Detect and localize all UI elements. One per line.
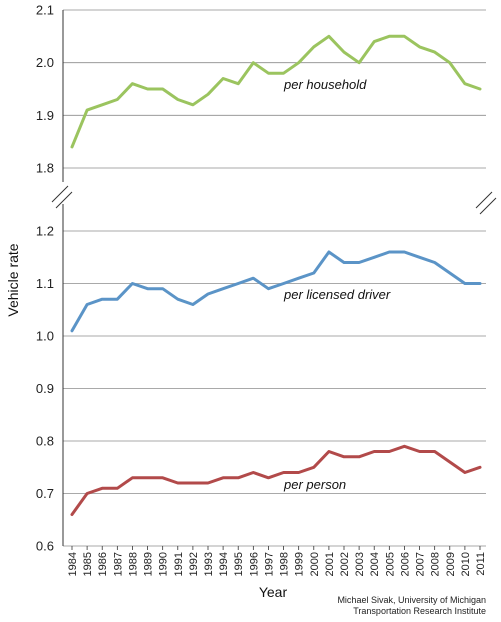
x-tick-label: 1986 (97, 552, 109, 576)
x-tick-label: 2003 (354, 552, 366, 576)
x-axis-title: Year (259, 584, 288, 600)
x-tick-label: 2009 (445, 552, 457, 576)
x-tick-label: 1989 (143, 552, 155, 576)
x-tick-label: 2007 (415, 552, 427, 576)
x-tick-label: 2005 (384, 552, 396, 576)
series-line-1 (70, 34, 482, 149)
x-tick-label: 1996 (248, 552, 260, 576)
lower-y-tick-label: 0.8 (36, 434, 54, 449)
x-tick-label: 1990 (158, 552, 170, 576)
axis-break-mark-right-1 (475, 191, 493, 209)
credit-line-1: Michael Sivak, University of Michigan (337, 595, 486, 605)
x-tick-label: 2002 (339, 552, 351, 576)
series-lines (70, 34, 482, 516)
credit-line-2: Transportation Research Institute (353, 606, 486, 616)
x-tick-label: 2006 (399, 552, 411, 576)
x-tick-label: 1987 (112, 552, 124, 576)
x-tick-label: 2008 (430, 552, 442, 576)
x-tick-label: 1997 (263, 552, 275, 576)
x-tick-label: 2004 (369, 552, 381, 576)
upper-y-tick-label: 1.9 (36, 108, 54, 123)
x-tick-label: 2000 (309, 552, 321, 576)
axes (51, 10, 497, 550)
lower-y-tick-label: 0.9 (36, 381, 54, 396)
lower-y-tick-label: 1.1 (36, 276, 54, 291)
axis-break-mark-left-2 (55, 191, 73, 209)
lower-y-tick-label: 1.0 (36, 329, 54, 344)
series-line-2 (70, 250, 482, 333)
lower-y-tick-label: 0.6 (36, 539, 54, 554)
x-tick-label: 2001 (324, 552, 336, 576)
series-label-1: per household (283, 77, 367, 92)
x-tick-label: 2011 (475, 552, 487, 576)
x-tick-label: 1993 (203, 552, 215, 576)
series-label-3: per person (283, 477, 346, 492)
x-tick-label: 2010 (460, 552, 472, 576)
x-tick-label: 1998 (279, 552, 291, 576)
x-tick-label: 1985 (82, 552, 94, 576)
x-tick-label: 1988 (127, 552, 139, 576)
axis-break-mark-right-2 (479, 197, 497, 215)
axis-break-mark-left-1 (51, 185, 69, 203)
series-label-2: per licensed driver (283, 287, 391, 302)
upper-y-tick-label: 1.8 (36, 161, 54, 176)
x-tick-label: 1999 (294, 552, 306, 576)
series-line-3 (70, 444, 482, 516)
upper-y-tick-label: 2.1 (36, 3, 54, 18)
x-tick-label: 1984 (67, 552, 79, 576)
lower-y-tick-label: 0.7 (36, 486, 54, 501)
x-tick-label: 1994 (218, 552, 230, 576)
x-tick-label: 1991 (173, 552, 185, 576)
gridlines (63, 9, 486, 547)
x-tick-label: 1992 (188, 552, 200, 576)
upper-y-tick-label: 2.0 (36, 55, 54, 70)
lower-y-tick-label: 1.2 (36, 224, 54, 239)
labels: Vehicle rate Year Michael Sivak, Univers… (5, 3, 487, 617)
x-tick-label: 1995 (233, 552, 245, 576)
y-axis-title: Vehicle rate (5, 243, 21, 316)
